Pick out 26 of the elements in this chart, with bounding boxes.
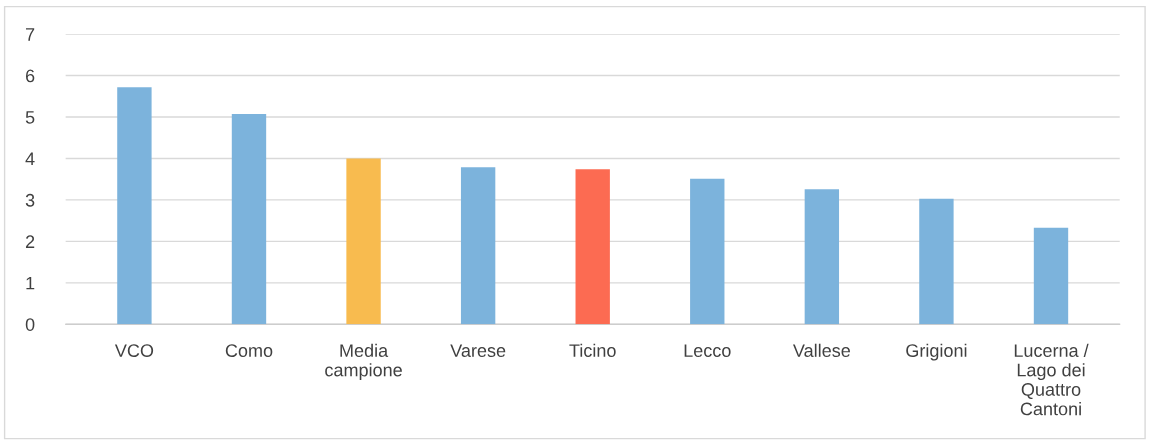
bar — [346, 158, 381, 325]
y-tick-label: 6 — [25, 69, 35, 83]
bar — [460, 167, 496, 325]
x-tick-label: Varese — [450, 344, 506, 357]
y-tick-label: 5 — [25, 111, 35, 124]
y-tick-label: 3 — [25, 193, 35, 207]
y-tick-label: 0 — [25, 318, 35, 331]
bar — [117, 87, 152, 325]
y-tick-label: 2 — [25, 235, 35, 248]
bar — [804, 189, 840, 325]
x-tick-label: Media campione — [325, 343, 402, 380]
y-tick-label: 4 — [25, 152, 35, 166]
x-tick-label: Grigioni — [906, 343, 967, 361]
y-tick-label: 7 — [25, 28, 35, 41]
x-tick-label: Lecco — [684, 344, 731, 357]
x-tick-label: Como — [225, 344, 273, 357]
x-tick-label: VCO — [114, 344, 154, 357]
bar — [231, 114, 267, 325]
bar — [1033, 227, 1069, 325]
x-tick-label: Ticino — [569, 343, 616, 357]
x-tick-label: Lucerna / Lago dei Quattro Cantoni — [1014, 343, 1089, 416]
y-tick-label: 1 — [26, 276, 35, 290]
x-tick-label: Vallese — [792, 343, 850, 357]
bar — [575, 169, 610, 325]
bar — [690, 178, 725, 325]
bar — [919, 198, 954, 325]
